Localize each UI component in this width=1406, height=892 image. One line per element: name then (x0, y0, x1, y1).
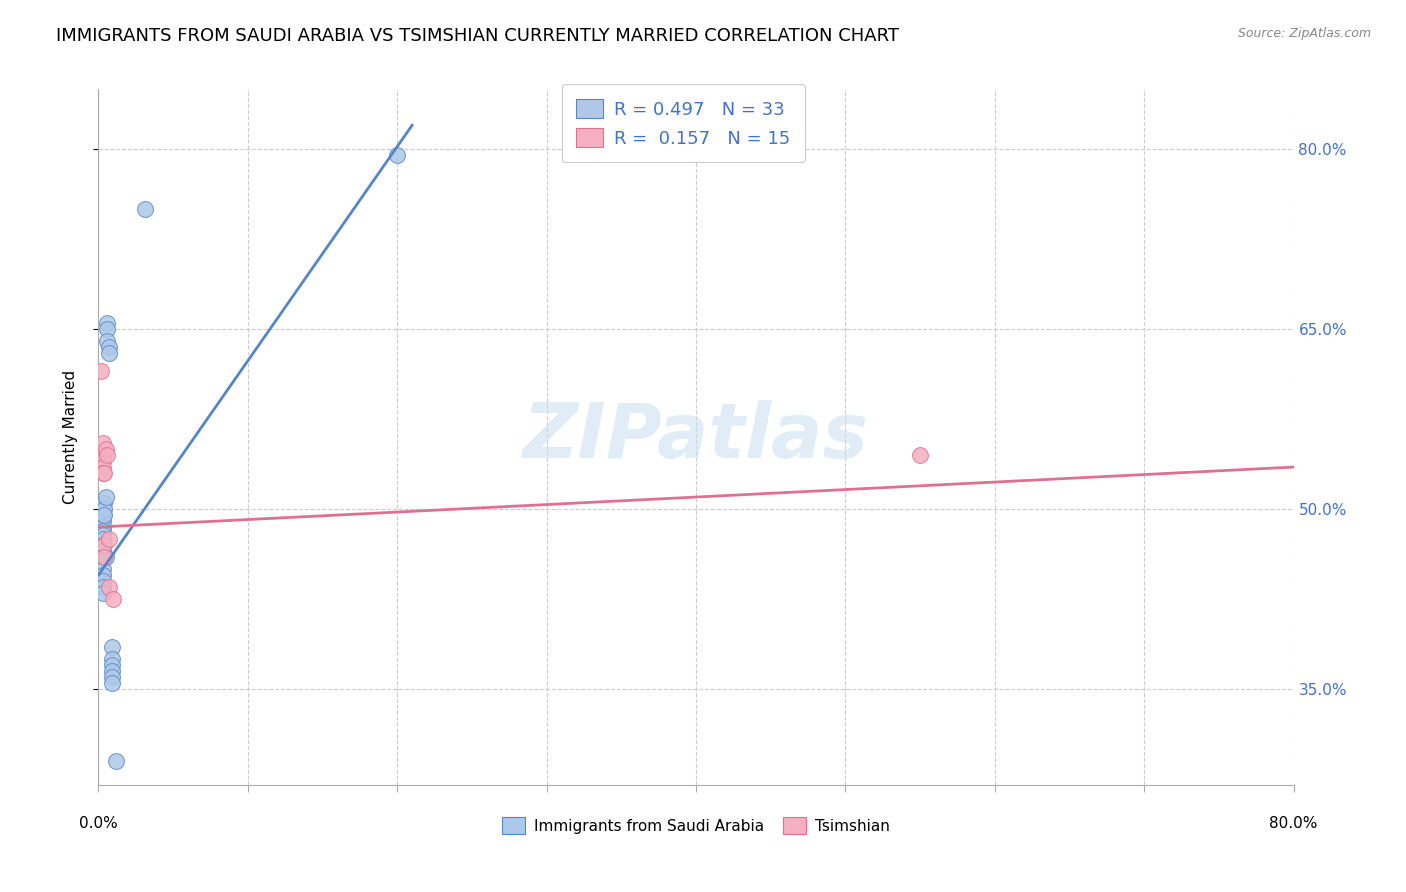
Point (91, 532, 114, 546)
Point (93, 538, 115, 552)
Point (91, 549, 114, 564)
Point (103, 592, 125, 607)
Point (93, 502, 115, 516)
Point (101, 640, 124, 654)
Point (93, 508, 115, 522)
Point (91, 436, 114, 450)
Text: ZIPatlas: ZIPatlas (523, 401, 869, 474)
Point (91, 544, 114, 558)
Point (94, 490, 117, 504)
Legend: Immigrants from Saudi Arabia, Tsimshian: Immigrants from Saudi Arabia, Tsimshian (496, 811, 896, 840)
Y-axis label: Currently Married: Currently Married (63, 370, 77, 504)
Point (91, 460, 114, 475)
Point (91, 508, 114, 522)
Point (97, 532, 120, 546)
Point (97, 580, 120, 594)
Point (90, 364, 112, 378)
Point (101, 676, 124, 690)
Point (908, 448, 931, 462)
Point (91, 574, 114, 588)
Point (91, 466, 114, 480)
Point (101, 670, 124, 684)
Point (105, 754, 128, 768)
Point (94, 549, 117, 564)
Text: 0.0%: 0.0% (79, 815, 118, 830)
Point (91, 514, 114, 528)
Point (97, 340, 120, 354)
Point (91, 538, 114, 552)
Point (96, 322, 118, 336)
Point (93, 496, 115, 510)
Point (101, 652, 124, 666)
Point (96, 316, 118, 330)
Point (96, 334, 118, 348)
Point (91, 568, 114, 582)
Point (91, 524, 114, 538)
Text: IMMIGRANTS FROM SAUDI ARABIA VS TSIMSHIAN CURRENTLY MARRIED CORRELATION CHART: IMMIGRANTS FROM SAUDI ARABIA VS TSIMSHIA… (56, 27, 900, 45)
Point (91, 520, 114, 534)
Point (91, 562, 114, 576)
Point (94, 442, 117, 456)
Point (91, 454, 114, 468)
Point (101, 664, 124, 678)
Point (385, 148, 409, 162)
Point (91, 586, 114, 600)
Point (91, 580, 114, 594)
Point (93, 466, 115, 480)
Text: Source: ZipAtlas.com: Source: ZipAtlas.com (1237, 27, 1371, 40)
Text: 80.0%: 80.0% (1270, 815, 1317, 830)
Point (96, 448, 118, 462)
Point (97, 346, 120, 360)
Point (134, 202, 156, 216)
Point (101, 658, 124, 673)
Point (91, 448, 114, 462)
Point (91, 528, 114, 542)
Point (93, 549, 115, 564)
